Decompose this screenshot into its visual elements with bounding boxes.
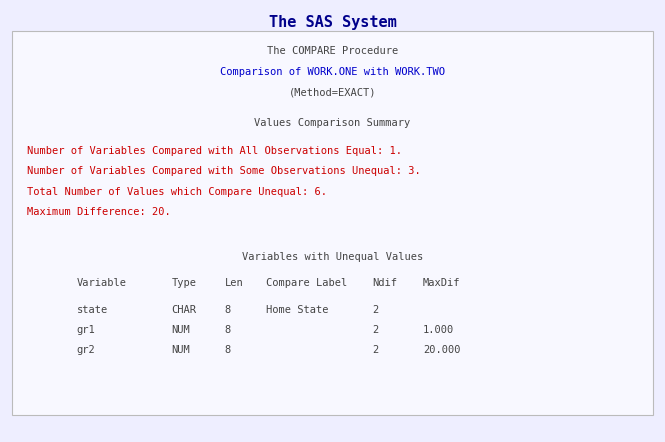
Text: 2: 2: [372, 325, 378, 335]
Text: Total Number of Values which Compare Unequal: 6.: Total Number of Values which Compare Une…: [27, 187, 327, 197]
Text: Variable: Variable: [76, 278, 126, 288]
Text: NUM: NUM: [172, 345, 190, 355]
Text: MaxDif: MaxDif: [423, 278, 460, 288]
Text: (Method=EXACT): (Method=EXACT): [289, 87, 376, 97]
Text: 20.000: 20.000: [423, 345, 460, 355]
Text: Maximum Difference: 20.: Maximum Difference: 20.: [27, 207, 170, 217]
Text: The COMPARE Procedure: The COMPARE Procedure: [267, 46, 398, 57]
Text: Type: Type: [172, 278, 197, 288]
Text: 8: 8: [225, 345, 231, 355]
Text: 1.000: 1.000: [423, 325, 454, 335]
Text: Len: Len: [225, 278, 243, 288]
Text: Compare Label: Compare Label: [266, 278, 347, 288]
Text: CHAR: CHAR: [172, 305, 197, 315]
Text: NUM: NUM: [172, 325, 190, 335]
Text: Variables with Unequal Values: Variables with Unequal Values: [242, 252, 423, 262]
Text: 8: 8: [225, 325, 231, 335]
Text: gr1: gr1: [76, 325, 95, 335]
Text: Number of Variables Compared with Some Observations Unequal: 3.: Number of Variables Compared with Some O…: [27, 166, 420, 176]
Text: gr2: gr2: [76, 345, 95, 355]
Text: 2: 2: [372, 305, 378, 315]
Text: Ndif: Ndif: [372, 278, 398, 288]
Text: 2: 2: [372, 345, 378, 355]
Text: Home State: Home State: [266, 305, 329, 315]
Text: Number of Variables Compared with All Observations Equal: 1.: Number of Variables Compared with All Ob…: [27, 146, 402, 156]
Text: Values Comparison Summary: Values Comparison Summary: [255, 118, 410, 128]
Text: 8: 8: [225, 305, 231, 315]
Text: Comparison of WORK.ONE with WORK.TWO: Comparison of WORK.ONE with WORK.TWO: [220, 67, 445, 77]
Text: state: state: [76, 305, 108, 315]
Text: The SAS System: The SAS System: [269, 15, 396, 30]
